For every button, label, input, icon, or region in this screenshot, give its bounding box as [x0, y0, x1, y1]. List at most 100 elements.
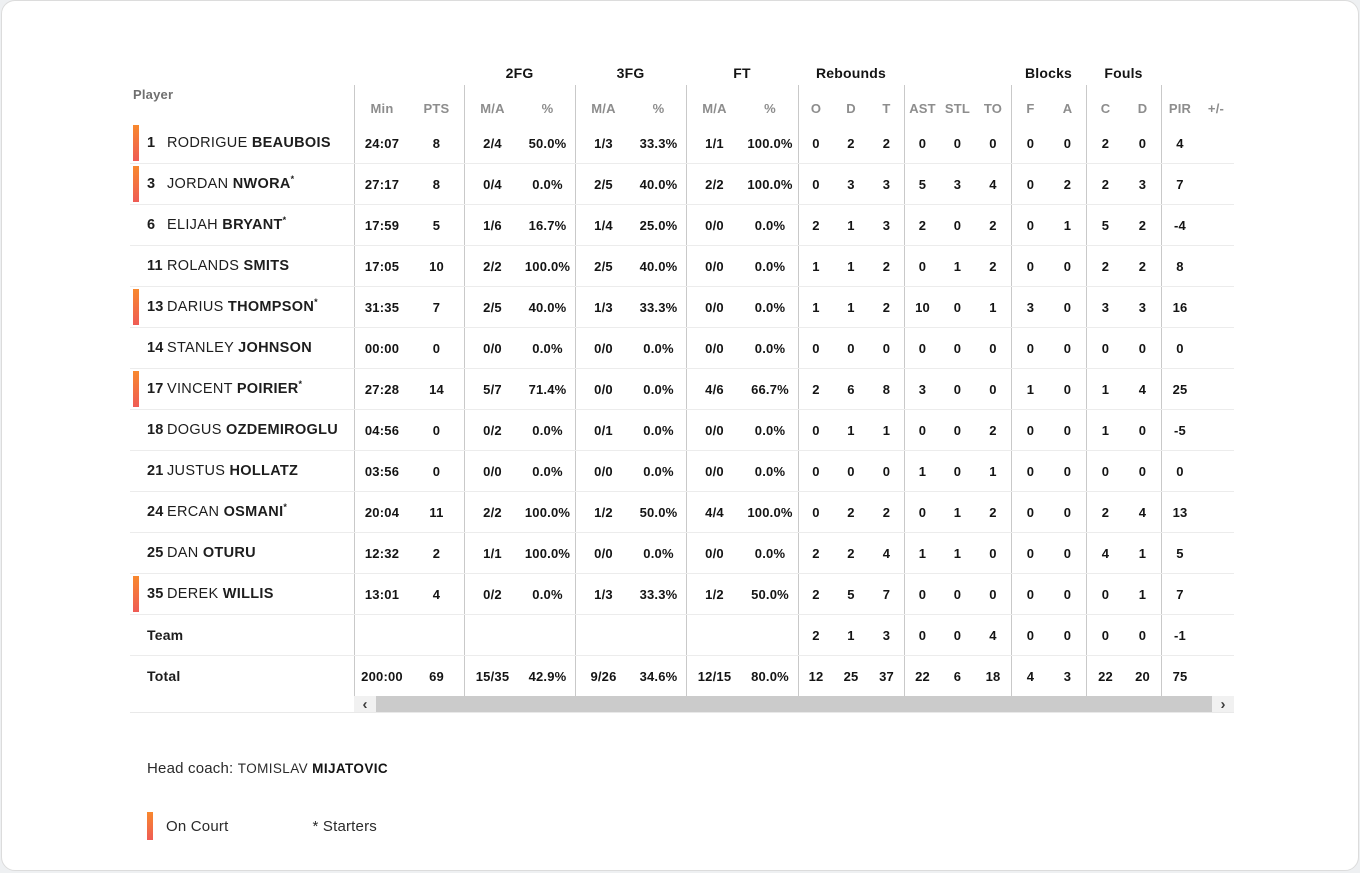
stat-cell-a: 0 [1063, 504, 1072, 520]
jersey-number: 13 [147, 299, 164, 315]
stat-cell-t: 7 [882, 586, 891, 602]
stat-cell-ma: 5/7 [464, 369, 520, 409]
jersey-number: 21 [147, 463, 164, 479]
player-row-poirier[interactable]: 17 VINCENT POIRIER* 27:28 14 5/7 71.4% 0/0 0.0%… [130, 369, 1234, 410]
stat-cell- [631, 615, 686, 655]
stat-cell-min: 03:56 [354, 451, 409, 491]
stat-cell-: 66.7% [751, 381, 789, 397]
stat-cell-pir: 4 [1161, 123, 1198, 163]
player-row-oturu[interactable]: 25 DAN OTURU 12:32 2 1/1 100.0% 0/0 0.0% 0/0 0.0%… [130, 533, 1234, 574]
stat-cell-to: 0 [989, 340, 997, 356]
player-row-willis[interactable]: 35 DEREK WILLIS 13:01 4 0/2 0.0% 1/3 33.3% 1/2 50… [130, 574, 1234, 615]
stat-cell-d: 1 [847, 627, 855, 643]
player-name-cell[interactable]: 17 VINCENT POIRIER* [130, 369, 354, 409]
player-name-cell[interactable]: 13 DARIUS THOMPSON* [130, 287, 354, 327]
stat-cell-ma: 2/5 [575, 164, 631, 204]
player-name-cell[interactable]: 11 ROLANDS SMITS [130, 246, 354, 286]
stat-cell-: 50.0% [528, 135, 567, 151]
scroll-right-button[interactable]: › [1212, 696, 1234, 712]
stat-cell-c: 1 [1086, 410, 1124, 450]
stat-cell-d: 0 [847, 340, 855, 356]
stat-cell-pir: 13 [1161, 492, 1198, 532]
group-header-ft: FT [733, 65, 751, 81]
player-row-nwora[interactable]: 3 JORDAN NWORA* 27:17 8 0/4 0.0% 2/5 40.0% 2/2 10… [130, 164, 1234, 205]
stat-cell-ast: 0 [904, 492, 940, 532]
stat-cell-pir: 7 [1161, 574, 1198, 614]
stat-cell-pir: 75 [1161, 656, 1198, 696]
player-name-cell[interactable]: 1 RODRIGUE BEAUBOIS [130, 123, 354, 163]
player-row-beaubois[interactable]: 1 RODRIGUE BEAUBOIS 24:07 8 2/4 50.0% 1/3 33.3%… [130, 123, 1234, 164]
player-row-osmani[interactable]: 24 ERCAN OSMANI* 20:04 11 2/2 100.0% 1/2 50.0% 4… [130, 492, 1234, 533]
stat-cell-a: 0 [1063, 135, 1072, 151]
column-header-d-11: D [846, 101, 856, 116]
stat-cell-t: 2 [882, 135, 891, 151]
stat-cell-f: 0 [1011, 205, 1049, 245]
player-name-cell[interactable]: 21 JUSTUS HOLLATZ [130, 451, 354, 491]
stat-cell-: 0.0% [532, 463, 563, 479]
player-name: DEREK WILLIS [167, 586, 274, 602]
player-name: JORDAN NWORA* [167, 174, 295, 192]
on-court-indicator [133, 289, 139, 325]
player-name-cell[interactable]: 3 JORDAN NWORA* [130, 164, 354, 204]
stat-cell-ast: 10 [904, 287, 940, 327]
stat-cell- [520, 615, 575, 655]
stat-cell-a: 0 [1063, 586, 1072, 602]
stat-cell-min: 24:07 [354, 123, 409, 163]
stat-cell-to: 4 [989, 627, 997, 643]
stat-cell-: 40.0% [639, 258, 678, 274]
stat-cell-ma: 0/0 [464, 451, 520, 491]
stat-cell-: 100.0% [747, 176, 793, 192]
column-header-pm-5: % [541, 101, 554, 116]
stat-cell-t: 3 [882, 176, 891, 192]
stat-cell-to: 18 [985, 668, 1001, 684]
stat-cell-pir: 5 [1161, 533, 1198, 573]
stat-cell-ma: 0/0 [575, 533, 631, 573]
stat-cell-: 0.0% [754, 422, 786, 438]
column-header-pts-3: PTS [423, 101, 450, 116]
player-row-johnson[interactable]: 14 STANLEY JOHNSON 00:00 0 0/0 0.0% 0/0 0.0% 0/0… [130, 328, 1234, 369]
stat-cell-to: 2 [989, 217, 997, 233]
stat-cell-pts [409, 615, 464, 655]
player-row-thompson[interactable]: 13 DARIUS THOMPSON* 31:35 7 2/5 40.0% 1/3 33.3%… [130, 287, 1234, 328]
starter-mark: * [283, 502, 287, 513]
player-name-cell[interactable]: 25 DAN OTURU [130, 533, 354, 573]
scroll-left-button[interactable]: ‹ [354, 696, 376, 712]
horizontal-scrollbar[interactable]: ‹ › [354, 696, 1234, 712]
stat-cell-ma: 0/0 [575, 451, 631, 491]
stat-cell-f: 0 [1011, 328, 1049, 368]
stat-cell-pir: -1 [1161, 615, 1198, 655]
stat-cell-o: 2 [798, 574, 833, 614]
stat-cell-t: 0 [882, 340, 891, 356]
stat-cell-d: 25 [843, 668, 859, 684]
player-name-cell[interactable]: 6 ELIJAH BRYANT* [130, 205, 354, 245]
stat-cell-ma: 0/0 [686, 246, 742, 286]
player-name-cell[interactable]: 14 STANLEY JOHNSON [130, 328, 354, 368]
stat-cell-c: 1 [1086, 369, 1124, 409]
stat-cell-o: 1 [798, 246, 833, 286]
player-name: ERCAN OSMANI* [167, 502, 287, 520]
stat-cell-: 33.3% [639, 586, 678, 602]
stat-cell-d: 1 [1138, 545, 1147, 561]
stat-cell- [1198, 533, 1234, 573]
stat-cell-ma: 2/2 [464, 492, 520, 532]
player-row-bryant[interactable]: 6 ELIJAH BRYANT* 17:59 5 1/6 16.7% 1/4 25.0% 0/0… [130, 205, 1234, 246]
player-row-smits[interactable]: 11 ROLANDS SMITS 17:05 10 2/2 100.0% 2/5 40.0% 0… [130, 246, 1234, 287]
player-name-cell[interactable]: 24 ERCAN OSMANI* [130, 492, 354, 532]
player-row-ozdemiroglu[interactable]: 18 DOGUS OZDEMIROGLU 04:56 0 0/2 0.0% 0/1 0.0% 0… [130, 410, 1234, 451]
stat-cell-: 0.0% [754, 258, 786, 274]
player-name-cell[interactable]: 18 DOGUS OZDEMIROGLU [130, 410, 354, 450]
stat-cell-min: 20:04 [354, 492, 409, 532]
stat-cell-ast: 0 [904, 615, 940, 655]
legend: On Court * Starters [147, 812, 1358, 840]
stat-cell-pts: 8 [432, 135, 441, 151]
scrollbar-thumb[interactable] [376, 696, 1212, 712]
player-row-hollatz[interactable]: 21 JUSTUS HOLLATZ 03:56 0 0/0 0.0% 0/0 0.0% 0/0 0… [130, 451, 1234, 492]
stat-cell-ma: 0/2 [464, 410, 520, 450]
player-name-cell[interactable]: 35 DEREK WILLIS [130, 574, 354, 614]
stat-cell-: 100.0% [524, 504, 571, 520]
stat-cell- [1198, 410, 1234, 450]
group-header-3fg: 3FG [616, 65, 645, 81]
stat-cell- [1198, 246, 1234, 286]
column-header-pm-7: % [652, 101, 665, 116]
stat-cell-f: 0 [1011, 615, 1049, 655]
